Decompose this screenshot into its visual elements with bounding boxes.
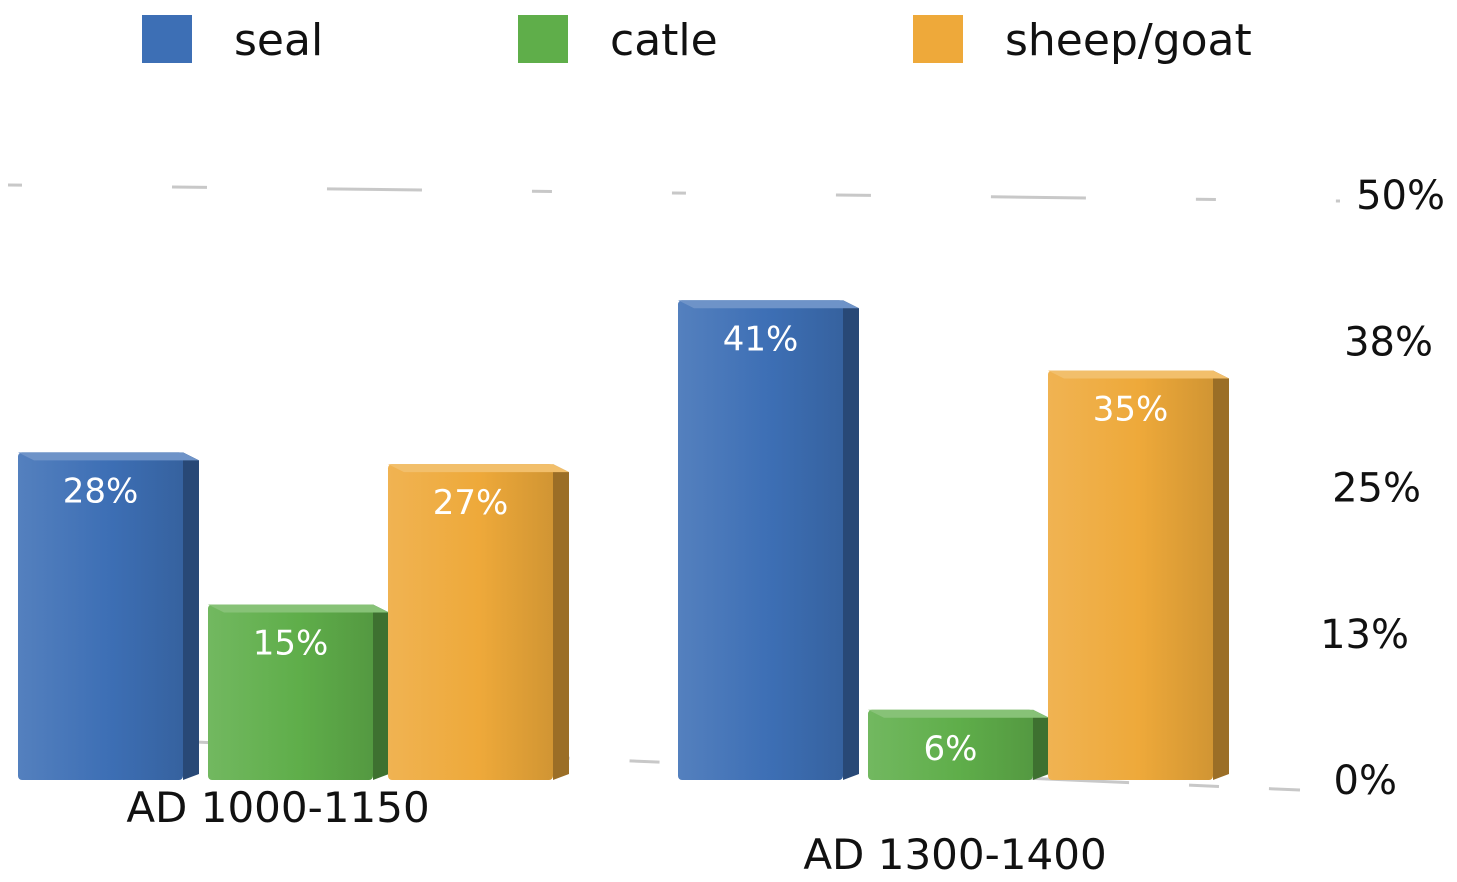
- legend-item: sheep/goat: [913, 15, 1252, 66]
- y-tick-label: 25%: [1332, 466, 1421, 512]
- y-tick-label: 13%: [1320, 612, 1409, 658]
- data-label: 28%: [63, 471, 139, 511]
- bar-top: [18, 452, 199, 460]
- bars: [18, 300, 1229, 780]
- legend-label: seal: [234, 15, 323, 66]
- y-axis: 0% 13% 25% 38% 50%: [1320, 173, 1445, 804]
- category-label: AD 1000-1150: [126, 783, 429, 832]
- data-label: 41%: [723, 319, 799, 359]
- legend-item: seal: [142, 15, 323, 66]
- legend-label: catle: [610, 15, 718, 66]
- data-label: 15%: [253, 624, 329, 664]
- bar: [1048, 371, 1229, 781]
- bar-front: [678, 300, 843, 780]
- y-tick-label: 50%: [1356, 173, 1445, 219]
- legend-swatch: [518, 15, 568, 63]
- legend-swatch: [142, 15, 192, 63]
- bar-top: [388, 464, 569, 472]
- bar-side: [183, 452, 199, 780]
- bar: [678, 300, 859, 780]
- bar-top: [1048, 371, 1229, 379]
- data-label: 6%: [924, 729, 978, 769]
- legend-label: sheep/goat: [1005, 15, 1252, 66]
- bar-side: [553, 464, 569, 780]
- bar-front: [1048, 371, 1213, 781]
- legend: seal catle sheep/goat: [142, 15, 1252, 66]
- bar-side: [1033, 710, 1049, 780]
- y-tick-label: 38%: [1344, 319, 1433, 365]
- y-tick-label: 0%: [1334, 758, 1397, 804]
- gridline: [8, 185, 1340, 201]
- legend-swatch: [913, 15, 963, 63]
- category-label: AD 1300-1400: [803, 830, 1106, 878]
- bar-top: [208, 605, 389, 613]
- legend-item: catle: [518, 15, 718, 66]
- bar-side: [373, 605, 389, 781]
- data-label: 35%: [1093, 390, 1169, 430]
- category-labels: AD 1000-1150 AD 1300-1400: [126, 783, 1106, 878]
- bar-side: [1213, 371, 1229, 781]
- bar-top: [678, 300, 859, 308]
- bar-side: [843, 300, 859, 780]
- bar-top: [868, 710, 1049, 718]
- data-label: 27%: [433, 483, 509, 523]
